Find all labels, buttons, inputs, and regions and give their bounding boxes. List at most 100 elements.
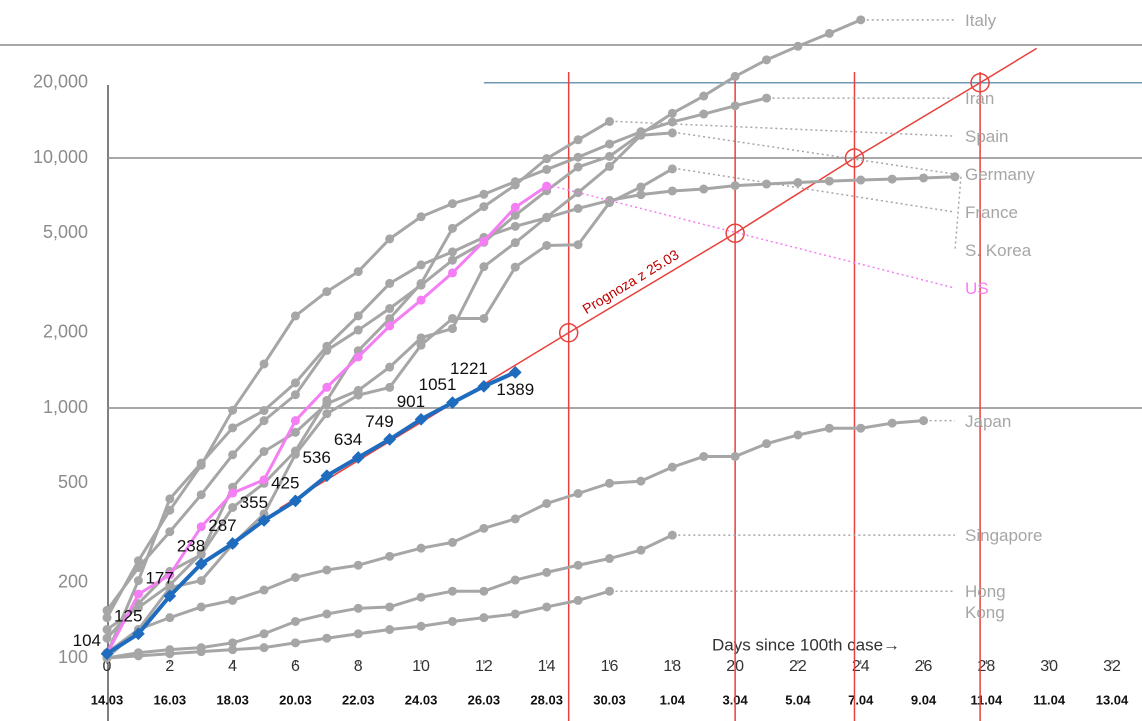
data-label: 238 (177, 536, 205, 555)
series-point (856, 15, 866, 25)
series-point (510, 180, 520, 190)
date-label: 16.03 (154, 692, 187, 707)
x-tick-label: 12 (475, 658, 493, 675)
x-tick-label: 24 (852, 658, 870, 675)
y-tick-label: 5,000 (43, 222, 88, 242)
series-point (196, 490, 206, 500)
series-point (510, 514, 520, 524)
series-point (919, 416, 929, 426)
date-label: 18.03 (216, 692, 249, 707)
series-point (667, 186, 677, 196)
series-point (259, 446, 269, 456)
series-point (416, 333, 426, 343)
data-label: 1051 (419, 375, 457, 394)
series-point (636, 130, 646, 140)
series-point (259, 585, 269, 595)
series-point (762, 179, 772, 189)
series-point (196, 522, 206, 532)
series-point (542, 240, 552, 250)
series-point (259, 629, 269, 639)
series-point (856, 423, 866, 433)
forecast-point (725, 223, 745, 244)
series-point (385, 362, 395, 372)
series-point (196, 458, 206, 468)
series-point (730, 101, 740, 111)
series-point (479, 262, 489, 272)
series-point (762, 93, 772, 103)
series-point (322, 633, 332, 643)
series-point (856, 175, 866, 185)
series-point (730, 181, 740, 191)
highlight-point (351, 451, 365, 464)
series-point (102, 625, 112, 635)
series-point (228, 450, 238, 460)
x-tick-label: 10 (412, 658, 430, 675)
series-point (228, 405, 238, 415)
series-point (385, 625, 395, 635)
series-point (605, 116, 614, 126)
series-label: Germany (965, 165, 1035, 185)
series-label: Iran (965, 89, 995, 109)
series-point (447, 616, 457, 626)
highlight-line (105, 370, 517, 656)
series-point (290, 416, 300, 426)
forecast-extension (979, 47, 1038, 84)
x-tick-label: 14 (538, 658, 556, 675)
series-point (699, 451, 709, 461)
series-point (479, 523, 489, 533)
series-point (542, 602, 552, 612)
series-point (479, 613, 489, 623)
series-point (385, 382, 395, 392)
series-point (416, 543, 426, 553)
data-label: 536 (302, 448, 330, 467)
series-point (793, 41, 803, 51)
series-point (762, 55, 772, 65)
data-label: 287 (208, 516, 236, 535)
data-label: 1221 (450, 359, 488, 378)
x-tick-label: 18 (663, 658, 681, 675)
data-label: 425 (271, 473, 299, 492)
series-point (667, 164, 677, 174)
label-connector (678, 168, 956, 213)
series-point (667, 117, 677, 127)
date-label: 24.03 (405, 692, 438, 707)
series-point (385, 278, 395, 288)
forecast-line (568, 82, 981, 334)
series-point (479, 313, 489, 323)
series-point (824, 28, 834, 38)
label-connector (678, 132, 956, 175)
y-tick-label: 100 (58, 647, 88, 667)
series-point (699, 109, 709, 119)
series-point (573, 240, 583, 250)
series-point (290, 390, 300, 400)
series-label: Japan (965, 411, 1012, 431)
series-point (322, 409, 332, 419)
series-point (385, 551, 395, 561)
series-point (416, 279, 426, 289)
y-tick-label: 20,000 (33, 71, 88, 91)
data-label: 355 (240, 493, 268, 512)
x-tick-label: 0 (103, 658, 112, 675)
series-point (165, 583, 175, 593)
series-point (793, 178, 803, 188)
highlight-point (477, 379, 491, 393)
series-point (636, 190, 646, 200)
x-tick-label: 30 (1040, 658, 1058, 675)
series-point (447, 247, 457, 257)
series-point (950, 172, 960, 182)
series-point (793, 430, 803, 440)
series-point (353, 352, 363, 362)
series-label: Hong Kong (965, 582, 1006, 623)
x-tick-label: 6 (291, 658, 300, 675)
label-connector (615, 120, 956, 137)
series-point (102, 613, 112, 623)
series-point (290, 449, 300, 459)
series-point (636, 476, 646, 486)
series-point (353, 603, 363, 613)
data-label: 634 (334, 430, 362, 449)
series-point (385, 602, 395, 612)
series-point (259, 359, 269, 369)
series-point (447, 268, 457, 278)
series-point (165, 613, 175, 623)
